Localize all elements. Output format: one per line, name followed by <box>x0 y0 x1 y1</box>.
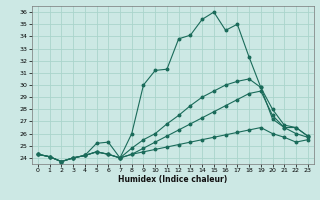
X-axis label: Humidex (Indice chaleur): Humidex (Indice chaleur) <box>118 175 228 184</box>
